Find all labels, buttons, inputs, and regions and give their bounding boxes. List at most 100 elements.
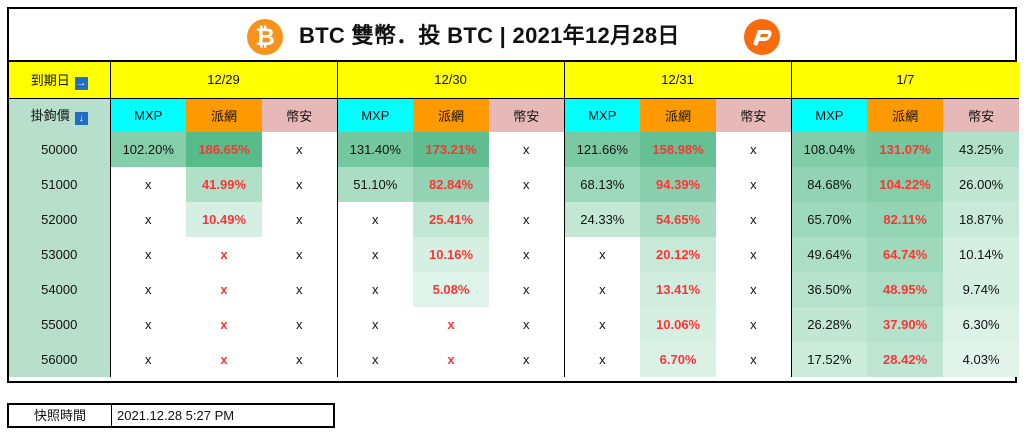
rate-cell-binance: x [296, 142, 303, 157]
rate-cell-mxp: 49.64% [790, 237, 868, 272]
strike-price: 53000 [9, 237, 110, 272]
strike-price: 52000 [9, 202, 110, 237]
rate-cell-binance: x [296, 247, 303, 262]
rate-cell-pionex: 37.90% [867, 307, 944, 342]
snapshot-time-value: 2021.12.28 5:27 PM [117, 408, 235, 423]
rate-cell-pionex: 13.41% [640, 272, 717, 307]
rate-cell-binance: x [296, 352, 303, 367]
rate-cell-binance: x [750, 352, 757, 367]
rate-cell-binance: x [296, 317, 303, 332]
rate-cell-mxp: x [563, 272, 641, 307]
rate-cell-mxp: 121.66% [563, 132, 641, 167]
rate-cell-binance: 9.74% [943, 272, 1020, 307]
rate-table-panel: ₿ BTC 雙幣．投 BTC | 2021年12月28日 到期日 → 12/29 12… [7, 7, 1020, 383]
platform-header-mxp: MXP [109, 98, 186, 132]
rate-cell-binance: x [523, 247, 530, 262]
rate-cell-pionex: x [220, 282, 228, 297]
strike-row: 54000 x x x x 5.08% x x 13.41% x 36.50% 48.95% 9.74% [9, 272, 1020, 307]
rate-cell-binance: x [523, 177, 530, 192]
rate-cell-mxp: x [563, 307, 641, 342]
rate-cell-pionex: 6.70% [640, 342, 717, 377]
strike-row: 53000 x x x x 10.16% x x 20.12% x 49.64% 64.74% 10.1… [9, 237, 1020, 272]
rate-cell-pionex: 25.41% [413, 202, 490, 237]
platform-header-pionex: 派網 [867, 98, 944, 132]
rate-cell-mxp: 131.40% [336, 132, 414, 167]
rate-cell-mxp: x [109, 167, 186, 202]
platform-header-binance: 幣安 [262, 98, 338, 132]
strike-row: 52000 x 10.49% x x 25.41% x 24.33% 54.65% x 65.70%… [9, 202, 1020, 237]
strike-price: 51000 [9, 167, 110, 202]
platform-header-row: 掛鉤價 ↓ MXP 派網 幣安 MXP 派網 幣安 MXP 派網 幣安 MXP 派網 幣安 [9, 98, 1020, 132]
rate-cell-binance: x [523, 282, 530, 297]
rate-cell-binance: 43.25% [943, 132, 1020, 167]
rate-cell-mxp: 51.10% [336, 167, 414, 202]
rate-cell-binance: x [523, 317, 530, 332]
rate-cell-pionex: 64.74% [867, 237, 944, 272]
rate-cell-binance: x [523, 212, 530, 227]
rate-cell-pionex: 10.49% [186, 202, 262, 237]
rate-cell-mxp: 24.33% [563, 202, 641, 237]
rate-cell-mxp: x [336, 272, 414, 307]
page-title: BTC 雙幣．投 BTC | 2021年12月28日 [299, 23, 680, 48]
rate-cell-pionex: 54.65% [640, 202, 717, 237]
rate-cell-binance: 6.30% [943, 307, 1020, 342]
rate-cell-mxp: x [109, 237, 186, 272]
strike-price: 56000 [9, 342, 110, 377]
rate-cell-binance: x [296, 177, 303, 192]
strike-price: 55000 [9, 307, 110, 342]
rate-cell-mxp: x [336, 202, 414, 237]
rate-cell-mxp: x [109, 272, 186, 307]
rate-cell-pionex: 10.16% [413, 237, 490, 272]
expiry-row-label: 到期日 → [9, 62, 110, 99]
arrow-right-icon: → [74, 76, 88, 90]
platform-header-binance: 幣安 [943, 98, 1020, 132]
rate-cell-binance: 18.87% [943, 202, 1020, 237]
strike-label: 掛鉤價 [30, 108, 70, 124]
dual-currency-table: 到期日 → 12/29 12/30 12/31 1/7 掛鉤價 ↓ MXP 派網 幣安 MXP 派網 幣安… [9, 62, 1020, 377]
expiry-date: 12/31 [563, 62, 792, 99]
rate-cell-mxp: x [109, 202, 186, 237]
platform-header-pionex: 派網 [413, 98, 490, 132]
snapshot-time-box: 快照時間 2021.12.28 5:27 PM [7, 403, 335, 428]
rate-cell-mxp: x [336, 307, 414, 342]
expiry-row: 到期日 → 12/29 12/30 12/31 1/7 [9, 62, 1020, 99]
snapshot-time-label: 快照時間 [9, 405, 112, 426]
title-bar: ₿ BTC 雙幣．投 BTC | 2021年12月28日 [9, 9, 1015, 62]
rate-cell-binance: x [750, 212, 757, 227]
pionex-logo-icon [744, 19, 780, 55]
rate-cell-pionex: 94.39% [640, 167, 717, 202]
rate-cell-pionex: x [220, 247, 228, 262]
rate-cell-mxp: 108.04% [790, 132, 868, 167]
rate-cell-mxp: x [336, 342, 414, 377]
rate-cell-pionex: 104.22% [867, 167, 944, 202]
platform-header-pionex: 派網 [186, 98, 262, 132]
rate-cell-pionex: 131.07% [867, 132, 944, 167]
rate-cell-binance: 26.00% [943, 167, 1020, 202]
platform-header-mxp: MXP [563, 98, 641, 132]
rate-cell-pionex: 5.08% [413, 272, 490, 307]
rate-cell-binance: x [750, 142, 757, 157]
rate-cell-binance: x [523, 142, 530, 157]
rate-cell-pionex: 186.65% [186, 132, 262, 167]
strike-price: 50000 [9, 132, 110, 167]
expiry-date: 12/30 [336, 62, 565, 99]
rate-cell-pionex: 82.84% [413, 167, 490, 202]
rate-cell-pionex: 20.12% [640, 237, 717, 272]
rate-cell-pionex: 173.21% [413, 132, 490, 167]
bitcoin-logo-icon: ₿ [247, 19, 283, 55]
rate-cell-pionex: 48.95% [867, 272, 944, 307]
rate-cell-binance: x [750, 177, 757, 192]
platform-header-mxp: MXP [336, 98, 414, 132]
rate-cell-mxp: 102.20% [109, 132, 186, 167]
rate-cell-mxp: x [563, 342, 641, 377]
rate-cell-mxp: 17.52% [790, 342, 868, 377]
expiry-label: 到期日 [30, 72, 70, 88]
platform-header-binance: 幣安 [716, 98, 792, 132]
strike-row: 55000 x x x x x x x 10.06% x 26.28% 37.90% 6.30% [9, 307, 1020, 342]
rate-cell-mxp: 36.50% [790, 272, 868, 307]
expiry-date: 12/29 [109, 62, 338, 99]
rate-cell-binance: x [750, 282, 757, 297]
rate-cell-pionex: 28.42% [867, 342, 944, 377]
platform-header-pionex: 派網 [640, 98, 717, 132]
rate-cell-mxp: x [109, 342, 186, 377]
